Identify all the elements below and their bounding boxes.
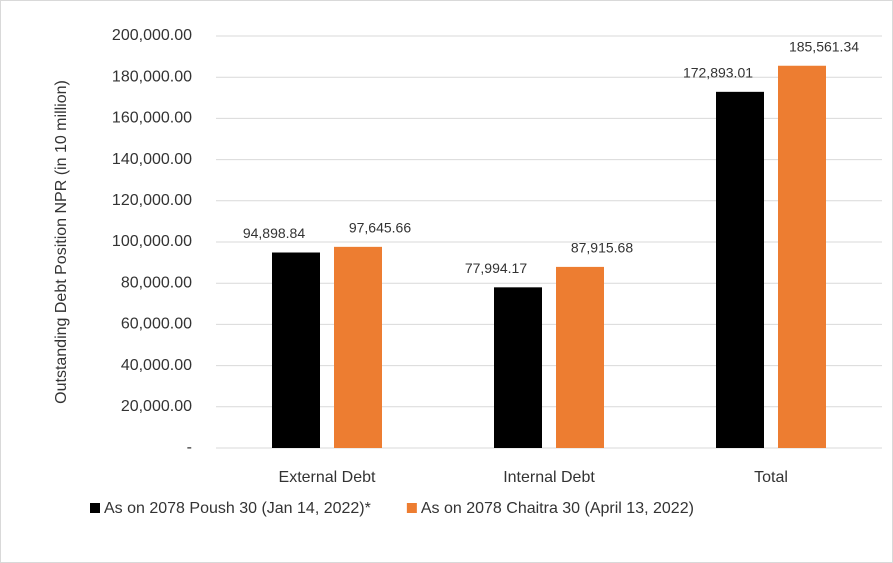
- y-tick-label: -: [187, 439, 192, 456]
- bar: [272, 252, 320, 448]
- data-label: 97,645.66: [349, 220, 411, 236]
- y-tick-label: 120,000.00: [112, 192, 192, 209]
- y-tick-label: 140,000.00: [112, 151, 192, 168]
- legend-swatch: [406, 503, 417, 513]
- y-tick-label: 80,000.00: [121, 274, 192, 291]
- y-axis-label: Outstanding Debt Position NPR (in 10 mil…: [53, 80, 70, 404]
- data-label: 87,915.68: [571, 240, 633, 256]
- data-label: 77,994.17: [465, 260, 527, 276]
- y-tick-label: 100,000.00: [112, 233, 192, 250]
- y-tick-label: 60,000.00: [121, 316, 192, 333]
- bar: [778, 65, 826, 448]
- data-label: 94,898.84: [243, 225, 305, 241]
- legend-swatch: [90, 503, 100, 513]
- y-tick-label: 20,000.00: [121, 398, 192, 415]
- legend-label: As on 2078 Poush 30 (Jan 14, 2022)*: [104, 500, 371, 517]
- bar: [334, 246, 382, 448]
- data-label: 172,893.01: [683, 65, 753, 81]
- data-label: 185,561.34: [789, 38, 859, 54]
- x-tick-label: Total: [754, 469, 788, 486]
- y-tick-label: 160,000.00: [112, 110, 192, 127]
- bar: [494, 287, 542, 448]
- y-tick-label: 180,000.00: [112, 68, 192, 85]
- legend-label: As on 2078 Chaitra 30 (April 13, 2022): [421, 500, 694, 517]
- y-tick-label: 40,000.00: [121, 357, 192, 374]
- x-tick-label: External Debt: [279, 469, 376, 486]
- bar: [716, 91, 764, 449]
- bar: [556, 266, 604, 448]
- x-tick-label: Internal Debt: [503, 469, 595, 486]
- y-tick-label: 200,000.00: [112, 27, 192, 44]
